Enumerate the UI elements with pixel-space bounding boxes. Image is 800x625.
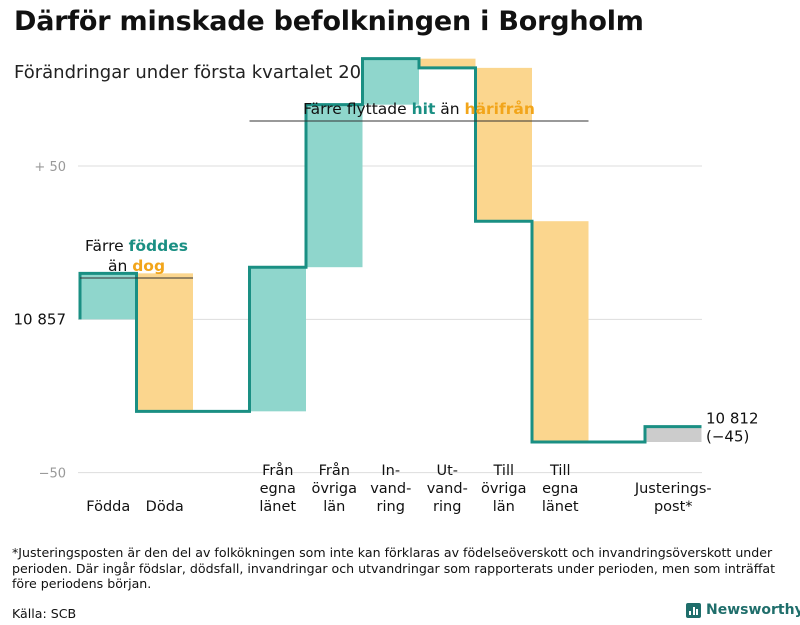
bar-adjust bbox=[645, 426, 702, 442]
x-tick-label: In- bbox=[381, 463, 400, 479]
x-tick-label: Från bbox=[319, 462, 350, 479]
newsworthy-logo-icon bbox=[686, 602, 701, 618]
y-tick-label: −50 bbox=[39, 467, 66, 482]
bar-out bbox=[532, 221, 589, 442]
moves-annotation: Färre flyttade hit än härifrån bbox=[303, 99, 535, 118]
x-tick-label: post* bbox=[654, 499, 693, 515]
bar-in bbox=[80, 273, 137, 320]
y-tick-labels: + 50 10 857 −50 bbox=[14, 160, 67, 482]
chart-title: Därför minskade befolkningen i Borgholm bbox=[14, 6, 644, 37]
annot-hit: föddes bbox=[129, 237, 188, 255]
x-tick-labels: Födda Döda Från egna länet Från övriga län In-va… bbox=[86, 462, 711, 515]
footnote: *Justeringsposten är den del av folkökni… bbox=[12, 545, 776, 591]
annot-text: Färre bbox=[85, 237, 129, 255]
annot-text: än bbox=[435, 100, 464, 118]
end-value: 10 812 bbox=[706, 410, 759, 428]
annotations: Färre föddes än dog Färre flyttade hit än … bbox=[80, 99, 589, 279]
births-annotation-line2: än dog bbox=[108, 257, 165, 275]
x-tick-label: övriga bbox=[481, 481, 527, 497]
x-tick-label: län bbox=[493, 499, 515, 515]
x-tick-label: Till bbox=[493, 463, 515, 479]
x-tick-label: ring bbox=[433, 499, 461, 515]
x-tick-label: vand- bbox=[370, 481, 411, 497]
end-value-label: 10 812(−45) bbox=[706, 410, 759, 446]
chart-subtitle: Förändringar under första kvartalet 2023 bbox=[14, 62, 385, 83]
bars bbox=[80, 58, 702, 442]
x-tick-label: egna bbox=[542, 481, 578, 497]
y-tick-label: 10 857 bbox=[14, 310, 67, 328]
x-tick-label: övriga bbox=[311, 481, 357, 497]
annot-text: än bbox=[108, 257, 132, 275]
brand-name: Newsworthy bbox=[706, 602, 800, 618]
x-tick-label: Döda bbox=[146, 499, 184, 515]
x-tick-label: Ut- bbox=[436, 463, 458, 479]
brand-logo: Newsworthy bbox=[686, 602, 800, 618]
x-tick-label: Till bbox=[549, 463, 571, 479]
bar-in bbox=[249, 267, 306, 412]
annot-text: Färre flyttade bbox=[303, 100, 411, 118]
end-change: (−45) bbox=[706, 428, 749, 446]
births-annotation-line1: Färre föddes bbox=[85, 237, 188, 255]
x-tick-label: länet bbox=[259, 499, 296, 515]
waterfall-chart: + 50 10 857 −50 Födda Döda Från egna länet Från… bbox=[14, 57, 759, 515]
bar-in bbox=[362, 58, 419, 105]
x-tick-label: vand- bbox=[427, 481, 468, 497]
x-tick-label: Födda bbox=[86, 499, 130, 515]
annot-away: härifrån bbox=[465, 99, 535, 118]
step-line bbox=[78, 57, 702, 444]
x-tick-label: Justerings- bbox=[634, 481, 712, 497]
bar-out bbox=[419, 58, 476, 68]
waterfall-step-line bbox=[78, 57, 702, 444]
annot-away: dog bbox=[132, 257, 165, 275]
source-label: Källa: SCB bbox=[12, 606, 77, 621]
annot-hit: hit bbox=[412, 100, 436, 118]
bar-out bbox=[136, 273, 193, 412]
y-tick-label: + 50 bbox=[34, 160, 66, 175]
bar-out bbox=[475, 67, 532, 222]
bar-in bbox=[306, 104, 363, 268]
x-tick-label: län bbox=[323, 499, 345, 515]
x-tick-label: ring bbox=[377, 499, 405, 515]
x-tick-label: Från bbox=[262, 462, 293, 479]
x-tick-label: egna bbox=[260, 481, 296, 497]
x-tick-label: länet bbox=[542, 499, 579, 515]
